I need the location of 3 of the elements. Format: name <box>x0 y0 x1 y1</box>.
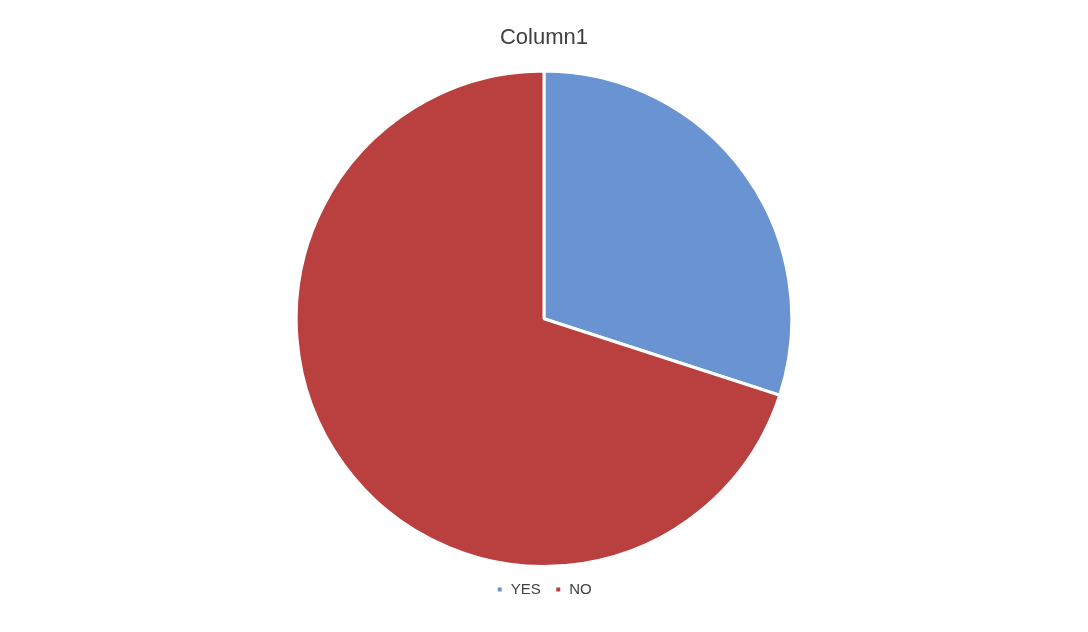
legend-label: NO <box>569 579 592 597</box>
legend-label: YES <box>510 579 541 597</box>
chart-title: Column1 <box>499 24 589 50</box>
